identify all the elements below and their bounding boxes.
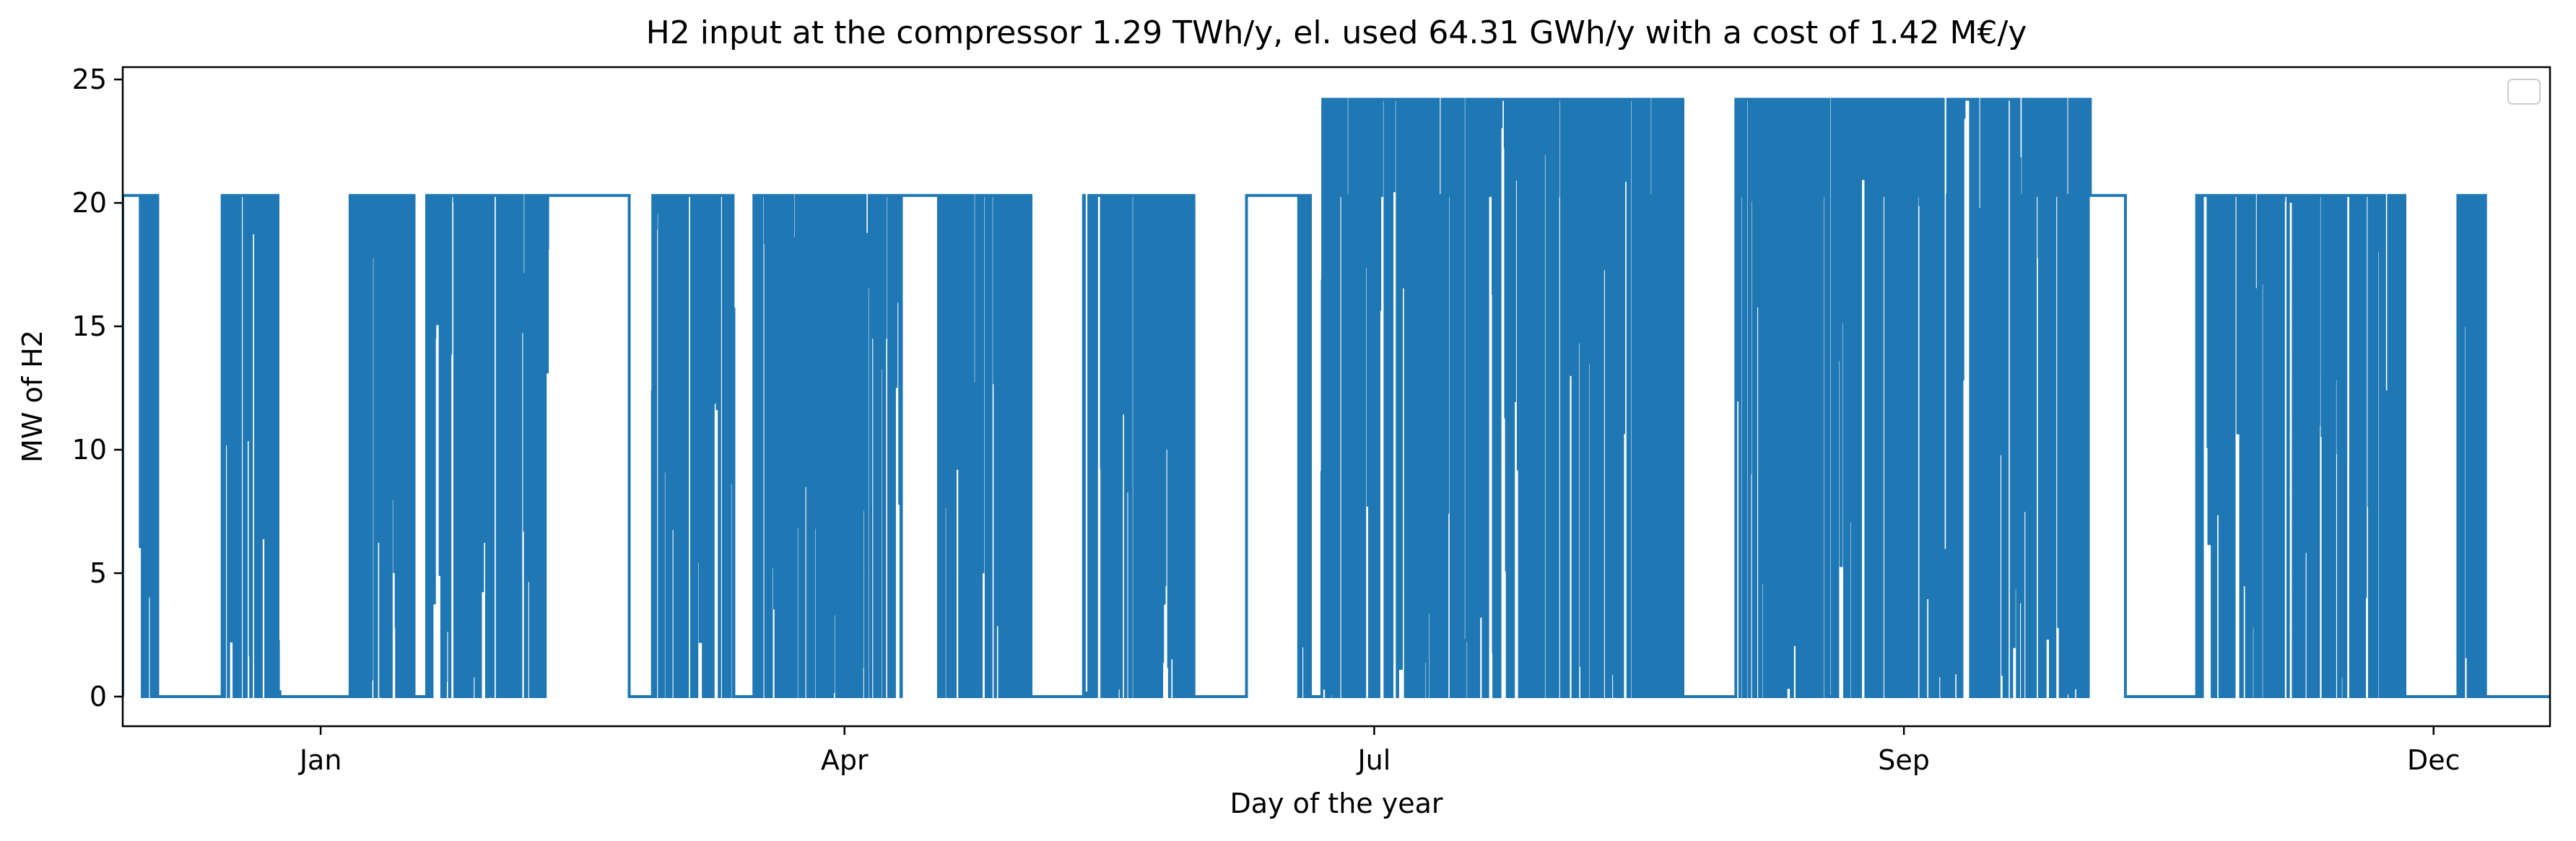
y-axis: 0 5 10 15 20 25 xyxy=(72,64,123,713)
y-tick-label: 10 xyxy=(72,434,107,466)
y-axis-label: MW of H2 xyxy=(17,330,48,463)
x-tick-label: Dec xyxy=(2407,744,2460,776)
chart-title: H2 input at the compressor 1.29 TWh/y, e… xyxy=(646,14,2027,51)
plot-frame xyxy=(121,66,2551,728)
legend-box xyxy=(2507,79,2541,105)
x-tick-label: Sep xyxy=(1878,744,1930,776)
y-tick-label: 15 xyxy=(72,310,107,342)
x-axis: Jan Apr Jul Sep Dec xyxy=(298,726,2460,776)
y-tick-label: 0 xyxy=(90,681,107,713)
x-axis-label: Day of the year xyxy=(1230,788,1443,819)
x-tick-label: Apr xyxy=(821,744,869,776)
y-tick-label: 25 xyxy=(72,64,107,95)
series-line xyxy=(123,97,2550,698)
y-tick-label: 20 xyxy=(72,187,107,219)
plot-series xyxy=(123,97,2550,698)
x-tick-label: Jul xyxy=(1356,744,1391,776)
y-tick-label: 5 xyxy=(90,557,107,589)
x-tick-label: Jan xyxy=(298,744,342,776)
